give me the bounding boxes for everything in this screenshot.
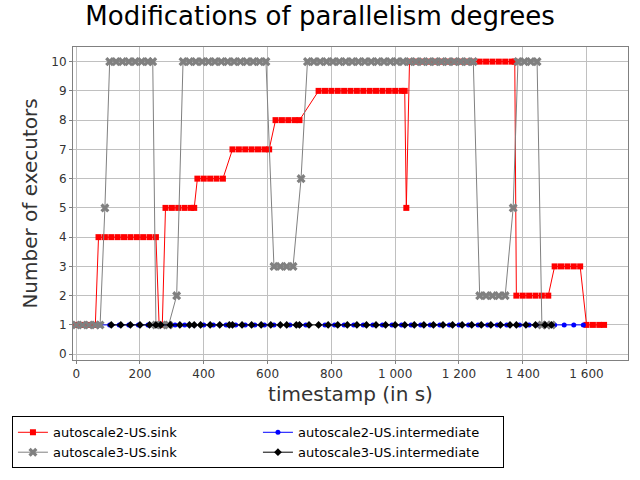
- svg-text:2: 2: [59, 289, 67, 303]
- svg-text:1 400: 1 400: [506, 367, 540, 381]
- svg-text:autoscale3-US.intermediate: autoscale3-US.intermediate: [298, 445, 479, 460]
- svg-text:autoscale3-US.sink: autoscale3-US.sink: [53, 445, 177, 460]
- svg-text:1 000: 1 000: [378, 367, 412, 381]
- svg-text:600: 600: [256, 367, 279, 381]
- svg-text:Number of executors: Number of executors: [18, 98, 42, 308]
- svg-text:9: 9: [59, 84, 67, 98]
- svg-text:3: 3: [59, 260, 67, 274]
- svg-text:0: 0: [59, 347, 67, 361]
- svg-text:1: 1: [59, 318, 67, 332]
- svg-text:4: 4: [59, 230, 67, 244]
- svg-text:1 600: 1 600: [569, 367, 603, 381]
- svg-text:6: 6: [59, 172, 67, 186]
- svg-text:7: 7: [59, 143, 67, 157]
- svg-text:autoscale2-US.intermediate: autoscale2-US.intermediate: [298, 425, 479, 440]
- svg-text:400: 400: [192, 367, 215, 381]
- svg-text:800: 800: [320, 367, 343, 381]
- svg-text:8: 8: [59, 113, 67, 127]
- svg-text:200: 200: [129, 367, 152, 381]
- svg-text:0: 0: [72, 367, 80, 381]
- svg-text:1 200: 1 200: [442, 367, 476, 381]
- svg-text:autoscale2-US.sink: autoscale2-US.sink: [53, 425, 177, 440]
- svg-text:10: 10: [51, 55, 66, 69]
- svg-text:timestamp (in s): timestamp (in s): [268, 382, 433, 406]
- svg-text:Modifications of parallelism d: Modifications of parallelism degrees: [85, 1, 554, 31]
- svg-text:5: 5: [59, 201, 67, 215]
